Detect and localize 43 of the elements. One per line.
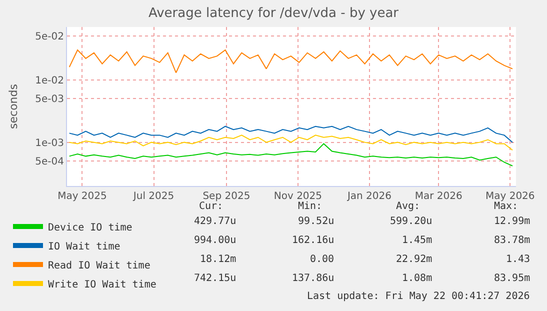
text: 83.95m	[494, 273, 530, 284]
text: 99.52u	[298, 216, 334, 227]
y-tick-label: 5e-02	[35, 32, 64, 43]
text: 22.92m	[396, 254, 432, 265]
line-series	[68, 50, 513, 74]
text: 83.78m	[494, 235, 530, 246]
line-series	[68, 126, 513, 143]
line-series	[68, 143, 513, 166]
text: Cur:	[199, 201, 224, 212]
text: 0.00	[310, 254, 334, 265]
x-tick-label: Mar 2026	[414, 191, 462, 202]
x-tick-label: Nov 2025	[274, 191, 322, 202]
text: 599.20u	[390, 216, 432, 227]
legend-label: Read IO Wait time	[48, 260, 150, 272]
text: Max:	[494, 201, 518, 212]
text: Min:	[298, 201, 322, 212]
text: 742.15u	[194, 273, 236, 284]
x-tick-label: Sep 2025	[202, 191, 250, 202]
y-tick-label: 5e-04	[35, 156, 64, 168]
y-axis-title: seconds	[6, 84, 20, 129]
text: Avg:	[396, 201, 420, 212]
y-tick-label: 1e-02	[35, 75, 64, 86]
text: 1.45m	[402, 235, 432, 246]
text: 429.77u	[194, 216, 236, 227]
x-tick-label: Jan 2026	[346, 191, 392, 202]
y-tick-label: 5e-03	[35, 94, 64, 106]
text: 994.00u	[194, 235, 236, 246]
x-tick-label: May 2026	[485, 191, 535, 202]
text: 18.12m	[200, 254, 236, 265]
legend-label: Device IO time	[48, 222, 132, 234]
x-tick-label: Jul 2025	[132, 191, 174, 202]
text: 1.43	[506, 254, 530, 265]
text: Last update: Fri May 22 00:41:27 2026	[307, 291, 530, 302]
y-tick-label: 1e-03	[35, 138, 64, 149]
x-tick-label: May 2025	[58, 191, 107, 202]
text: 1.08m	[402, 273, 432, 284]
line-series	[68, 134, 513, 151]
legend-label: IO Wait time	[48, 241, 120, 252]
text: 137.86u	[292, 273, 334, 284]
text: 12.99m	[494, 216, 530, 227]
chart-title: Average latency for /dev/vda - by year	[148, 6, 400, 22]
text: 162.16u	[292, 235, 334, 246]
legend-label: Write IO Wait time	[48, 279, 156, 290]
